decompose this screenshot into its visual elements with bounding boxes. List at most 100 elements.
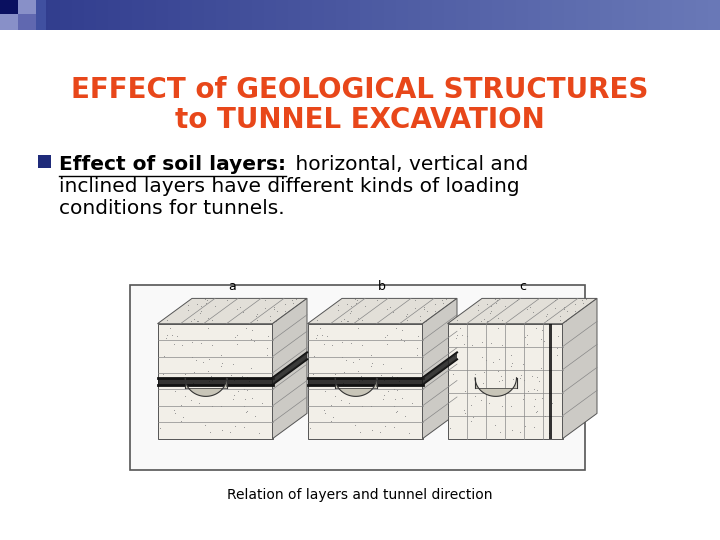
Point [207, 401, 218, 410]
Point [189, 368, 200, 376]
Point [204, 377, 215, 386]
Text: Relation of layers and tunnel direction: Relation of layers and tunnel direction [228, 488, 492, 502]
Point [476, 316, 487, 325]
Point [402, 309, 413, 318]
Point [193, 399, 204, 408]
Point [336, 338, 347, 346]
Bar [96, 0, 109, 30]
Bar [264, 0, 277, 30]
Point [161, 331, 172, 340]
Polygon shape [307, 378, 423, 384]
Point [415, 312, 426, 320]
Point [399, 411, 410, 420]
Polygon shape [272, 299, 307, 438]
Point [374, 428, 385, 437]
Point [182, 301, 194, 309]
Point [166, 330, 178, 339]
Bar [456, 0, 469, 30]
Point [485, 386, 496, 394]
Bar [130, 285, 585, 470]
Bar [588, 0, 601, 30]
Point [577, 299, 589, 308]
Bar [158, 323, 272, 438]
Point [192, 316, 204, 325]
Point [536, 326, 548, 335]
Point [352, 314, 364, 322]
Point [492, 324, 504, 333]
Polygon shape [158, 378, 272, 384]
Point [398, 337, 410, 346]
Point [418, 305, 429, 313]
Point [356, 316, 368, 325]
Point [335, 396, 346, 404]
Bar [288, 0, 301, 30]
Point [191, 300, 202, 308]
Point [478, 368, 490, 376]
Point [526, 372, 538, 381]
Point [375, 371, 387, 380]
Point [176, 401, 187, 410]
Point [469, 369, 480, 378]
Bar [576, 0, 589, 30]
Bar [360, 0, 373, 30]
Point [341, 300, 353, 308]
Point [550, 296, 562, 305]
Point [493, 355, 505, 363]
Bar [696, 0, 709, 30]
Point [535, 363, 546, 372]
Point [518, 375, 529, 384]
Point [546, 399, 558, 407]
Point [238, 422, 249, 431]
Point [216, 319, 228, 328]
Point [291, 295, 302, 303]
Point [558, 305, 570, 313]
Point [492, 367, 504, 375]
Point [261, 344, 273, 353]
Bar [180, 0, 193, 30]
Point [310, 333, 322, 342]
Point [541, 309, 553, 318]
Point [454, 324, 466, 333]
Point [344, 309, 356, 318]
Bar [216, 0, 229, 30]
Bar [708, 0, 720, 30]
Text: inclined layers have different kinds of loading: inclined layers have different kinds of … [59, 177, 520, 196]
Point [451, 316, 462, 325]
Point [499, 302, 510, 310]
Bar [684, 0, 697, 30]
Point [341, 316, 353, 325]
Point [365, 362, 377, 370]
Point [186, 353, 198, 361]
Point [482, 316, 494, 325]
Bar [240, 0, 253, 30]
Point [185, 396, 197, 404]
Point [481, 316, 492, 325]
Point [469, 392, 480, 400]
Point [459, 408, 471, 417]
Point [259, 303, 271, 312]
Text: c: c [518, 280, 526, 293]
Bar [468, 0, 481, 30]
Bar [396, 0, 409, 30]
Point [472, 305, 483, 314]
Point [511, 295, 523, 304]
Point [194, 309, 205, 318]
Point [203, 355, 215, 363]
Point [350, 299, 361, 308]
Point [387, 372, 398, 381]
Text: a: a [228, 280, 236, 293]
Point [465, 319, 477, 328]
Point [186, 316, 197, 325]
Point [338, 314, 350, 323]
Point [161, 316, 173, 325]
Point [517, 395, 528, 403]
Point [481, 300, 492, 308]
Point [411, 344, 423, 353]
Bar [168, 0, 181, 30]
Point [195, 301, 207, 310]
Point [234, 302, 246, 311]
Point [533, 376, 544, 385]
Point [155, 424, 166, 433]
Point [410, 303, 421, 312]
Point [246, 394, 258, 402]
